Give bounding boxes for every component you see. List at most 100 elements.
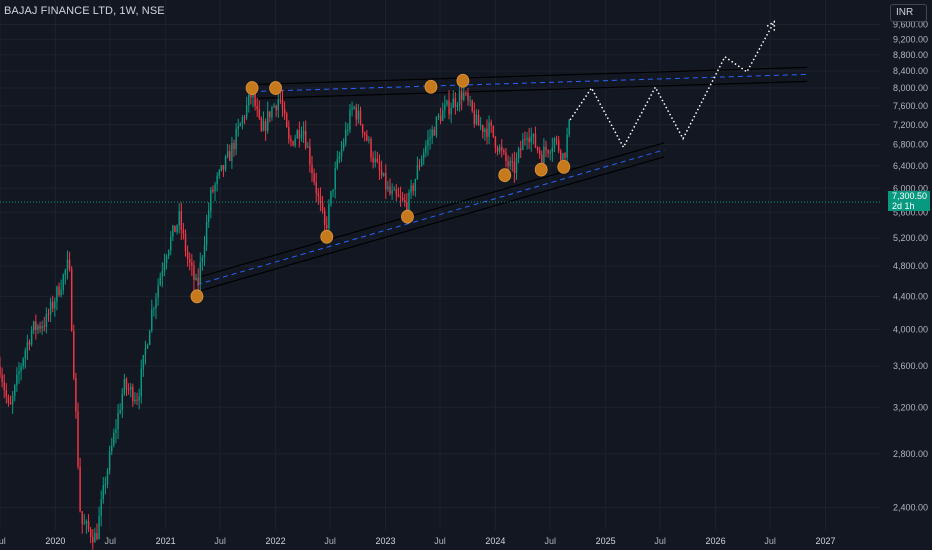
candle-body [188, 258, 191, 263]
candle-body [454, 98, 457, 107]
candle-body [536, 147, 539, 151]
candle-body [136, 399, 138, 401]
candle-body [121, 393, 124, 410]
candle-body [220, 165, 223, 171]
candle-body [115, 429, 117, 433]
candle-body [416, 165, 419, 180]
candle-body [488, 122, 490, 137]
candle-body [412, 185, 414, 191]
candle-body [564, 153, 566, 158]
candle-body [142, 355, 145, 369]
candle-body [20, 366, 22, 372]
candle-body [45, 313, 48, 327]
candle-body [368, 138, 370, 141]
candle-body [344, 129, 347, 144]
candle-body [100, 499, 102, 516]
candle-body [410, 185, 412, 193]
candle-body [330, 191, 332, 205]
candle-body [170, 236, 172, 251]
candle-body [35, 321, 37, 330]
candle-body [195, 277, 197, 281]
currency-selector[interactable]: INR [890, 4, 927, 22]
candle-body [509, 161, 511, 167]
candle-body [151, 309, 153, 331]
candle-body [304, 130, 307, 148]
price-tick-label: 6,800.00 [893, 140, 928, 150]
candle-body [106, 470, 109, 485]
price-axis[interactable]: 2,400.00 2,800.00 3,200.00 3,600.00 4,000.00… [893, 20, 928, 513]
time-tick-label: 2024 [485, 536, 505, 546]
candle-body [102, 484, 105, 500]
candle-body [313, 173, 315, 183]
candle-body [321, 203, 324, 211]
candle-body [214, 184, 216, 192]
candle-body [302, 130, 305, 135]
candle-body [549, 152, 551, 154]
candle-body [11, 395, 14, 405]
lower-channel-edge-bottom [196, 156, 665, 293]
candle-body [264, 121, 267, 131]
candle-body [496, 147, 499, 152]
pivot-marker [557, 159, 571, 174]
candle-body [110, 445, 113, 452]
candle-body [437, 115, 440, 118]
candle-body [224, 156, 227, 170]
candle-body [24, 350, 27, 359]
price-tick-label: 5,600.00 [893, 207, 928, 217]
price-tick-label: 7,200.00 [893, 120, 928, 130]
time-tick-label: Jul [104, 536, 116, 546]
grid-lines [0, 0, 880, 530]
last-price-badge: 7,300.50 2d 1h [888, 191, 930, 211]
candle-body [317, 193, 320, 196]
pivot-marker [320, 229, 334, 244]
time-tick-label: Jul [764, 536, 776, 546]
candle-body [243, 117, 246, 119]
candle-body [469, 100, 471, 102]
candle-body [463, 92, 465, 100]
candle-body [279, 99, 282, 101]
candle-body [199, 262, 202, 284]
candle-body [340, 148, 343, 157]
candle-body [174, 225, 176, 233]
candle-body [94, 532, 96, 543]
time-tick-label: Jul [434, 536, 446, 546]
candle-body [355, 107, 358, 120]
candle-body [134, 399, 136, 402]
pivot-marker [190, 289, 204, 304]
candle-body [404, 199, 406, 203]
candle-body [513, 161, 516, 174]
candle-body [543, 146, 545, 163]
candle-body [56, 286, 58, 302]
candle-body [501, 146, 503, 151]
price-tick-label: 8,800.00 [893, 50, 928, 60]
candle-body [560, 151, 562, 161]
candle-body [125, 378, 128, 390]
candle-body [41, 326, 43, 329]
candle-body [414, 179, 417, 191]
lower-channel-midline [196, 149, 665, 286]
candle-body [326, 224, 328, 229]
candle-body [58, 286, 60, 296]
candle-body [233, 142, 235, 150]
price-tick-label: 6,000.00 [893, 183, 928, 193]
candle-body [349, 109, 351, 130]
candle-body [161, 270, 164, 277]
candle-body [250, 94, 252, 98]
candle-body [241, 117, 244, 124]
candle-body [207, 211, 210, 222]
candle-body [216, 175, 218, 185]
candle-body [248, 94, 250, 106]
candle-body [129, 386, 132, 390]
candle-body [532, 133, 535, 137]
candle-body [357, 110, 360, 120]
candle-body [32, 321, 35, 331]
price-tick-label: 3,600.00 [893, 361, 928, 371]
candle-body [553, 138, 556, 148]
candle-body [159, 276, 161, 286]
candle-body [511, 161, 514, 163]
time-axis[interactable]: Jul 2020 Jul 2021 Jul 2022 Jul 2023 Jul 2024 Jul 20… [0, 536, 836, 546]
pivot-marker [498, 168, 512, 183]
upper-channel-edge-bottom [252, 80, 808, 100]
candle-body [7, 397, 10, 403]
